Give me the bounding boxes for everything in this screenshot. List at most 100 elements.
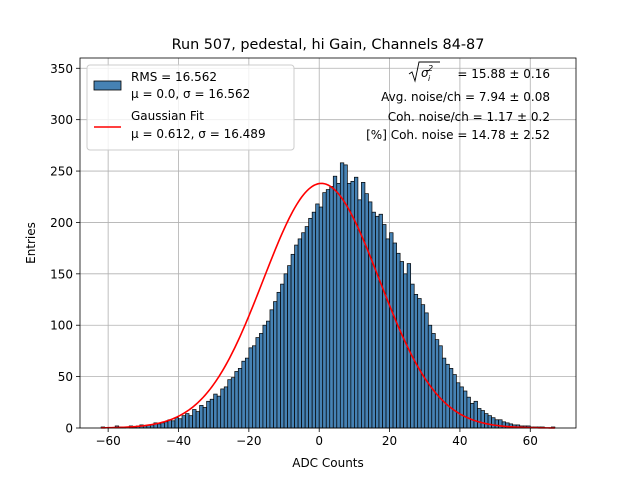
histogram-bar	[371, 211, 376, 429]
histogram-bar	[199, 405, 204, 429]
histogram-bar	[361, 182, 366, 429]
histogram-bar	[494, 419, 499, 429]
histogram-bar	[396, 252, 401, 429]
histogram-bar	[297, 238, 302, 429]
histogram-bar	[466, 396, 471, 429]
legend-histogram-label: RMS = 16.562	[131, 70, 217, 84]
histogram-bar	[322, 192, 327, 429]
histogram-bar	[427, 324, 433, 429]
histogram-bar	[241, 360, 246, 429]
x-tick-label: 0	[315, 434, 323, 448]
histogram-bar	[311, 211, 317, 429]
histogram-bar	[160, 422, 165, 429]
histogram-bar	[269, 309, 274, 429]
histogram-bar	[234, 371, 239, 429]
x-tick-label: 20	[382, 434, 397, 448]
histogram-bar	[459, 386, 464, 429]
svg-text:σ: σ	[421, 66, 429, 80]
histogram-bar	[449, 368, 454, 429]
histogram-bar	[399, 261, 404, 429]
histogram-bar	[230, 377, 236, 429]
gaussian-fit-curve	[101, 182, 555, 429]
histogram-bar	[329, 186, 334, 429]
histogram-bar	[301, 232, 306, 429]
y-tick-label: 100	[50, 319, 73, 333]
svg-text:2: 2	[428, 64, 433, 73]
histogram-bar	[332, 175, 338, 429]
histogram-bar	[237, 368, 243, 429]
histogram-bar	[346, 183, 352, 429]
plot-frame	[79, 57, 577, 429]
histogram-bar	[227, 379, 232, 429]
histogram-bar	[206, 400, 211, 429]
y-tick-label: 350	[50, 62, 73, 76]
histogram-bar	[473, 400, 478, 429]
x-axis-label: ADC Counts	[292, 456, 364, 470]
histogram-bar	[304, 226, 310, 429]
y-tick-label: 0	[65, 422, 73, 436]
histogram-bar	[178, 418, 183, 429]
histogram-bar	[192, 409, 197, 429]
histogram-bar	[378, 213, 383, 429]
fit-layer	[101, 182, 555, 429]
histogram-bar	[438, 345, 443, 429]
histogram-bar	[318, 206, 324, 429]
histogram-bar	[431, 333, 436, 429]
y-tick-label: 150	[50, 267, 73, 281]
histogram-bar	[491, 417, 496, 429]
histogram-bar	[403, 273, 408, 429]
histogram-bar	[157, 423, 162, 429]
x-tick-label: 40	[452, 434, 467, 448]
histogram-bar	[276, 291, 281, 429]
histogram-bar	[283, 273, 288, 429]
histogram-bar	[273, 301, 278, 429]
x-tick-label: −20	[236, 434, 261, 448]
histogram-bar	[259, 333, 264, 429]
histogram-bar	[336, 183, 341, 429]
histogram-bar	[420, 304, 426, 429]
histogram-bar	[287, 265, 292, 429]
histogram-bar	[368, 201, 373, 429]
y-tick-label: 250	[50, 165, 73, 179]
histogram-bar	[385, 238, 390, 429]
histogram-bar	[171, 420, 176, 429]
x-tick-label: −40	[166, 434, 191, 448]
svg-text:i: i	[428, 74, 431, 83]
histogram-bar	[202, 407, 207, 429]
x-tick-label: 60	[523, 434, 538, 448]
histogram-bar	[463, 390, 468, 429]
histogram-bar	[456, 382, 461, 429]
histogram-bar	[354, 176, 359, 429]
y-tick-label: 50	[58, 370, 73, 384]
pct-coh-noise-annotation: [%] Coh. noise = 14.78 ± 2.52	[366, 128, 550, 142]
histogram-bar	[252, 345, 257, 429]
histogram-bar	[382, 224, 387, 429]
legend-fit-label: Gaussian Fit	[131, 109, 204, 123]
histogram-bar	[445, 363, 450, 429]
legend: RMS = 16.562 μ = 0.0, σ = 16.562 Gaussia…	[86, 64, 295, 151]
histogram-bar	[441, 357, 447, 429]
annotations: σ 2 i = 15.88 ± 0.16 Avg. noise/ch = 7.9…	[366, 61, 550, 142]
legend-histogram-swatch	[93, 80, 122, 91]
histogram-bar	[262, 324, 267, 429]
histogram-bar	[195, 411, 200, 429]
histogram-bar	[315, 203, 320, 429]
histogram-bar	[164, 421, 169, 429]
coh-noise-annotation: Coh. noise/ch = 1.17 ± 0.2	[388, 110, 550, 124]
histogram-bar	[434, 339, 440, 429]
histogram-bar	[216, 395, 222, 429]
y-axis-label: Entries	[24, 222, 38, 264]
chart-title: Run 507, pedestal, hi Gain, Channels 84-…	[172, 37, 485, 53]
histogram-bar	[220, 388, 225, 429]
histogram-bar	[484, 413, 489, 429]
histogram-bar	[181, 415, 186, 429]
histogram-bar	[452, 374, 457, 429]
histogram-bar	[185, 413, 190, 429]
histogram-bar	[424, 312, 429, 429]
sigma-symbol: σ 2 i	[408, 61, 440, 83]
histogram-bar	[375, 215, 380, 429]
histogram-bar	[244, 357, 250, 429]
histogram-bar	[392, 242, 397, 429]
histogram-bar	[470, 402, 475, 429]
